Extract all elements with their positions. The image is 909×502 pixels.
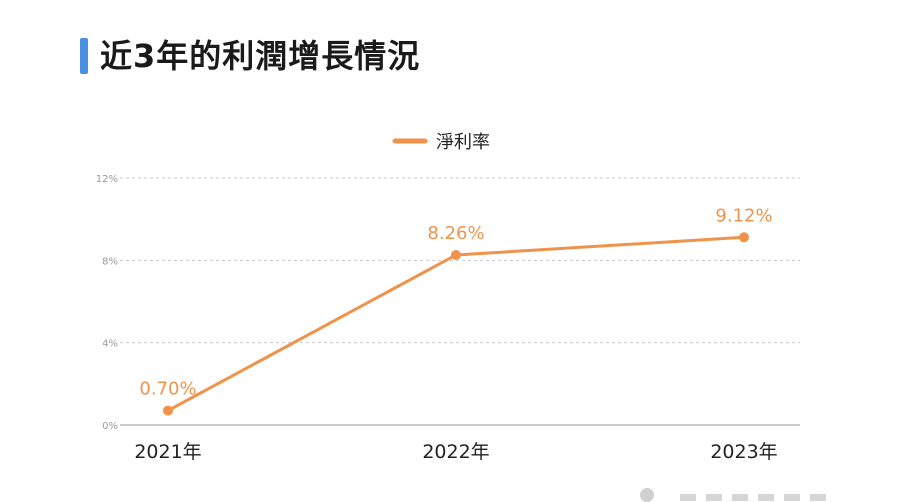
x-tick-label: 2021年 — [134, 441, 201, 463]
data-point — [739, 232, 749, 243]
x-tick-label: 2023年 — [710, 441, 777, 463]
data-label: 8.26% — [427, 223, 484, 244]
y-tick-label: 12% — [96, 174, 118, 185]
data-label: 9.12% — [715, 205, 772, 226]
page-title: 近3年的利潤增長情況 — [100, 37, 421, 75]
y-tick-label: 4% — [102, 339, 118, 350]
x-tick-label: 2022年 — [422, 441, 489, 463]
title-accent-bar — [80, 38, 88, 74]
data-point — [451, 249, 461, 260]
watermark-text-cropped — [680, 494, 830, 501]
data-labels: 0.70% 8.26% 9.12% — [139, 205, 772, 399]
legend-label: 淨利率 — [436, 132, 490, 153]
legend: 淨利率 — [392, 132, 490, 153]
series-line — [166, 235, 746, 413]
grid — [120, 177, 800, 344]
y-tick-label: 0% — [102, 421, 118, 432]
y-tick-label: 8% — [102, 256, 118, 267]
x-axis-ticks: 2021年 2022年 2023年 — [134, 441, 777, 463]
watermark-icon — [640, 488, 654, 502]
data-point — [163, 405, 173, 416]
y-axis-ticks: 0% 4% 8% 12% — [96, 174, 118, 432]
data-label: 0.70% — [139, 379, 196, 400]
series-net-margin — [163, 232, 749, 416]
